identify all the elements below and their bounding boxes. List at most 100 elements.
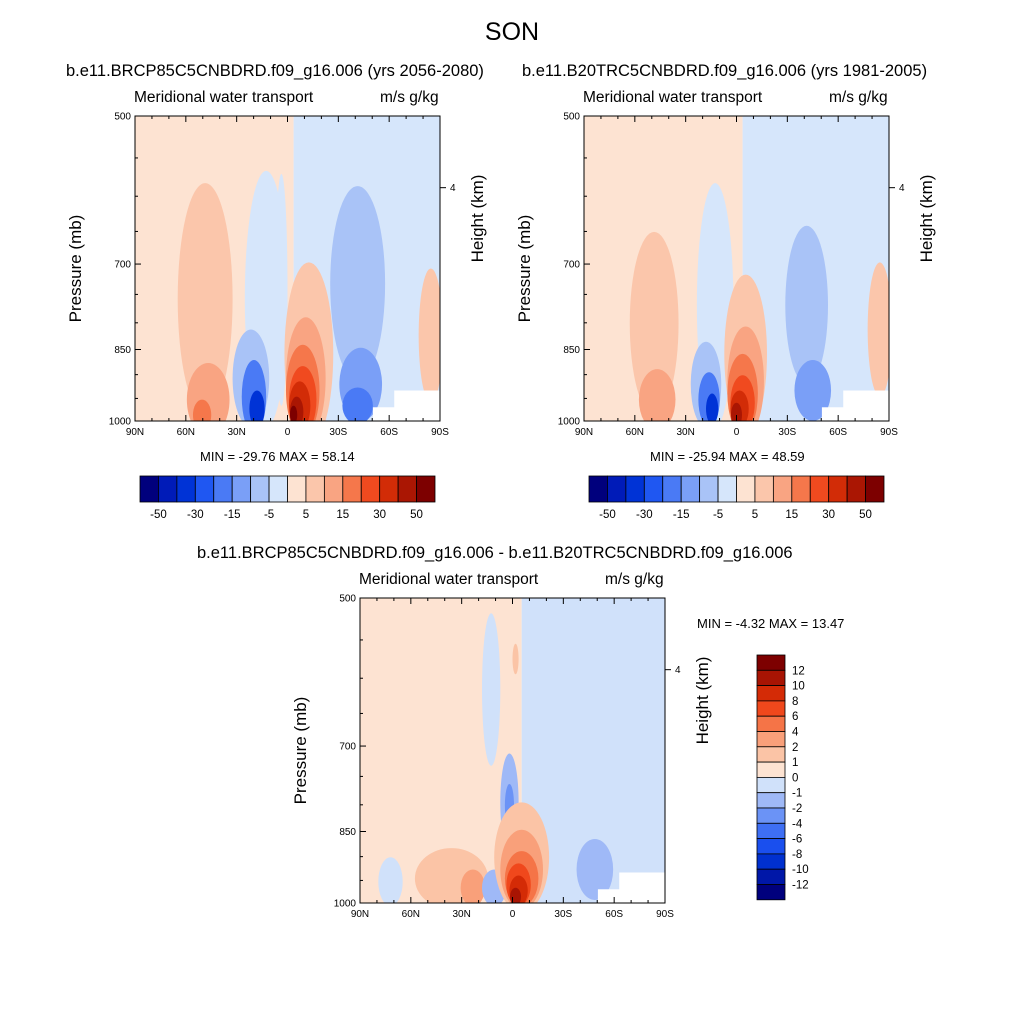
minmax-difference: MIN = -4.32 MAX = 13.47 <box>697 616 845 631</box>
colorbar-label: -10 <box>792 864 809 876</box>
colorbar-label: 15 <box>336 509 349 521</box>
y-tick-label: 700 <box>114 260 131 271</box>
colorbar-label: 6 <box>792 711 798 723</box>
units-label-difference: m/s g/kg <box>605 571 664 588</box>
colorbar-swatch <box>756 777 786 794</box>
colorbar-label: -2 <box>792 803 802 815</box>
x-tick-label: 60N <box>177 427 195 438</box>
contour-fill <box>512 643 519 675</box>
contour-fill <box>706 393 719 421</box>
contour-fill <box>482 613 501 766</box>
x-tick-label: 90S <box>656 909 674 920</box>
colorbar-label: 50 <box>410 509 423 521</box>
colorbar-label: -1 <box>792 788 802 800</box>
contour-fill <box>378 857 403 903</box>
colorbar-label: -4 <box>792 818 803 830</box>
page-title: SON <box>484 18 540 46</box>
colorbar-swatch <box>756 838 786 855</box>
colorbar-label: -30 <box>187 509 204 521</box>
colorbar-swatch <box>756 822 786 839</box>
y-tick-label: 500 <box>563 112 580 123</box>
colorbar-swatch <box>865 475 885 503</box>
contour-fill <box>192 399 212 421</box>
contour-fill <box>638 369 676 421</box>
contour-field <box>584 116 889 421</box>
height-axis-title: Height (km) <box>693 657 712 745</box>
contour-fill <box>249 390 265 421</box>
y-tick-label: 1000 <box>334 899 357 910</box>
y-tick-label: 700 <box>563 260 580 271</box>
colorbar-label: 1 <box>792 757 798 769</box>
colorbar-label: 30 <box>373 509 386 521</box>
x-tick-label: 60N <box>626 427 644 438</box>
x-tick-label: 90N <box>575 427 593 438</box>
colorbar-label: -15 <box>673 509 690 521</box>
contour-fill <box>275 173 288 406</box>
colorbar-label: 10 <box>792 681 805 693</box>
colorbar-label: -30 <box>636 509 653 521</box>
height-tick-label: 4 <box>450 183 456 194</box>
y-tick-label: 1000 <box>558 417 581 428</box>
x-tick-label: 90S <box>431 427 449 438</box>
missing-data <box>843 390 889 421</box>
left-label-future: Meridional water transport <box>134 89 314 106</box>
colorbar-label: 12 <box>792 665 805 677</box>
colorbar-label: -15 <box>224 509 241 521</box>
colorbar-label: 50 <box>859 509 872 521</box>
contour-fill <box>867 262 889 397</box>
missing-data <box>619 872 665 903</box>
colorbar-label: 15 <box>785 509 798 521</box>
y-tick-label: 850 <box>339 827 356 838</box>
y-axis-title: Pressure (mb) <box>291 697 310 805</box>
contour-field <box>135 116 440 421</box>
x-tick-label: 30S <box>554 909 572 920</box>
colorbar-label: 5 <box>752 509 758 521</box>
left-label-historical: Meridional water transport <box>583 89 763 106</box>
x-tick-label: 30S <box>329 427 347 438</box>
contour-fill <box>576 838 614 900</box>
y-tick-label: 850 <box>563 345 580 356</box>
y-tick-label: 500 <box>114 112 131 123</box>
x-tick-label: 90N <box>126 427 144 438</box>
contour-fill <box>629 231 679 415</box>
colorbar-swatch <box>416 475 436 503</box>
contour-fill <box>342 387 373 421</box>
colorbar-label: -50 <box>150 509 167 521</box>
colorbar-label: -5 <box>264 509 274 521</box>
height-axis-title: Height (km) <box>468 175 487 263</box>
colorbar-swatch <box>756 868 786 885</box>
x-tick-label: 0 <box>510 909 516 920</box>
colorbar-swatch <box>756 853 786 870</box>
contour-fill <box>794 360 832 421</box>
height-axis-title: Height (km) <box>917 175 936 263</box>
units-label-future: m/s g/kg <box>380 89 439 106</box>
colorbar-swatch <box>756 654 786 671</box>
y-tick-label: 1000 <box>109 417 132 428</box>
units-label-historical: m/s g/kg <box>829 89 888 106</box>
colorbar-swatch <box>756 685 786 702</box>
colorbar-swatch <box>756 715 786 732</box>
contour-fill <box>289 405 298 421</box>
x-tick-label: 60S <box>829 427 847 438</box>
run-title-difference: b.e11.BRCP85C5CNBDRD.f09_g16.006 - b.e11… <box>197 544 793 562</box>
colorbar-label: 2 <box>792 742 798 754</box>
x-tick-label: 30N <box>452 909 470 920</box>
contour-fill <box>418 268 440 403</box>
contour-fill <box>460 869 486 903</box>
colorbar-label: 5 <box>303 509 309 521</box>
colorbar-label: 4 <box>792 727 799 739</box>
colorbar-swatch <box>756 700 786 717</box>
run-title-future: b.e11.BRCP85C5CNBDRD.f09_g16.006 (yrs 20… <box>66 62 484 80</box>
run-title-historical: b.e11.B20TRC5CNBDRD.f09_g16.006 (yrs 198… <box>522 62 928 80</box>
left-label-difference: Meridional water transport <box>359 571 539 588</box>
height-tick-label: 4 <box>675 665 681 676</box>
height-tick-label: 4 <box>899 183 905 194</box>
colorbar-swatch <box>756 807 786 824</box>
colorbar-swatch <box>756 731 786 748</box>
colorbar-label: -12 <box>792 880 809 892</box>
x-tick-label: 30S <box>778 427 796 438</box>
missing-data <box>394 390 440 421</box>
contour-fill <box>785 225 829 385</box>
